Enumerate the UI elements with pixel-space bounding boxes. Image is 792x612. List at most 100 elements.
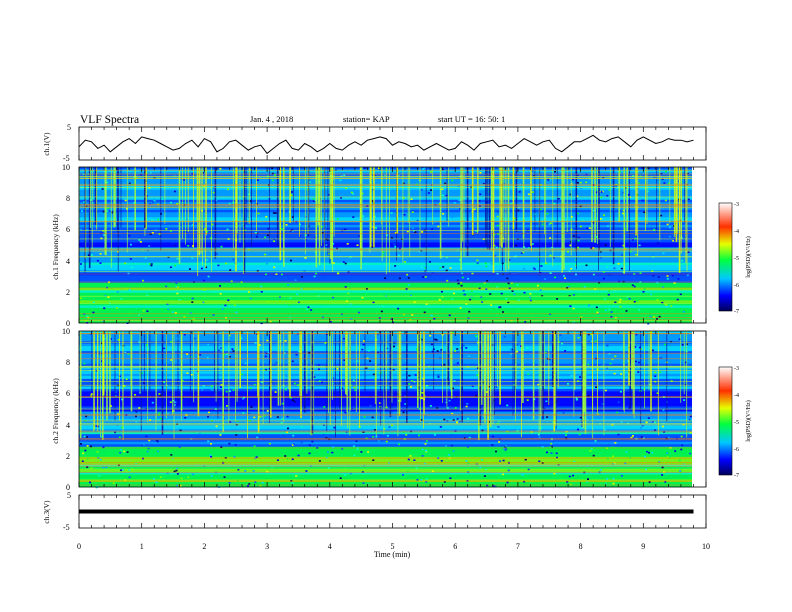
ch1-spectrogram-speckle [474,253,476,256]
ch1-spectrogram-speckle [458,199,461,201]
ch1-spectrogram-speckle [202,172,205,174]
ch1-spectrogram-speckle [130,170,133,172]
ch1-spectrogram-band [79,260,692,263]
ch1-spectrogram-speckle [191,224,193,226]
ch1-spectrogram-band [79,317,692,321]
ch2-spectrogram-speckle [439,426,442,428]
ch2-spectrogram-speckle [587,395,590,397]
ch2-spectrogram-speckle [575,397,578,400]
ch2-spectrogram-speckle [624,462,627,465]
ch2-spectrogram-speckle [663,457,666,460]
ch1-spectrogram-speckle [180,224,183,226]
ch2-spectrogram-speckle [634,382,636,385]
ch1-spectrogram-band [79,280,692,284]
ch1-spectrogram-speckle [641,167,644,169]
ch2-spectrogram-speckle [160,417,163,420]
ch1-spectrogram-speckle [407,284,410,286]
ch2-spectrogram-speckle [684,361,687,364]
ch2-spectrogram-speckle [424,443,427,445]
ch2-spectrogram-speckle [613,372,616,375]
ch1-spectrogram-speckle [373,174,376,177]
ch2-spectrogram-band [79,429,692,432]
ch1-spectrogram-speckle [462,289,465,292]
ch1-spectrogram-speckle [609,249,612,252]
ch2-spectrogram-speckle [475,335,478,338]
ch2-spectrogram-speckle [242,412,245,414]
ch1-spectrogram-speckle [345,300,348,302]
ch1-spectrogram-speckle [343,174,346,176]
ch2-spectrogram-speckle [295,353,298,356]
ch1-spectrogram-speckle [547,179,550,181]
ch2-spectrogram-speckle [229,421,232,423]
ch2-spectrogram-speckle [481,429,484,432]
ch2-spectrogram-band [79,398,692,402]
ch1-waveform-panel: 5 -5 ch.1(V) [42,123,707,163]
ch2-spectrogram-speckle [135,420,138,423]
ch1-spectrogram-speckle [486,280,489,282]
ch2-spectrogram-speckle [360,409,363,411]
ch1-spectrogram-speckle [227,188,230,191]
ch2-spectrogram-speckle [372,373,375,376]
ch2-spectrogram-speckle [301,425,304,428]
ch2-spectrogram-speckle [353,386,356,389]
ch1-spectrogram-speckle [191,257,194,260]
ch2-spectrogram-speckle [363,340,365,342]
ch2-spectrogram-speckle [465,347,468,349]
ch2-spectrogram-speckle [308,444,311,446]
ch1-spectrogram-speckle [332,243,335,245]
ch1-spectrogram-speckle [128,289,131,291]
ch2-spectrogram-speckle [276,416,279,418]
ch1-spectrogram-speckle [321,170,324,172]
ch1-spectrogram-speckle [567,250,569,253]
ch2-spectrogram-band [79,476,692,480]
ch2-spectrogram-speckle [125,414,128,416]
ch1-spectrogram-speckle [430,189,432,191]
ch2-ytick-8: 8 [66,358,70,367]
ch1-spectrogram-speckle [576,182,579,184]
ch1-spectrogram-speckle [191,301,194,303]
time-axis-tick-labels: 0 1 2 3 4 5 6 7 8 9 10 [77,542,710,551]
ch1-spectrogram-speckle [579,181,582,184]
ch2-spectrogram-speckle [454,350,457,352]
ch1-spectrogram-speckle [512,272,515,274]
ch3-waveform-ylabel: ch.3(V) [42,500,51,524]
ch2-spectrogram-speckle [572,474,575,477]
ch1-spectrogram-speckle [620,254,623,256]
ch2-spectrogram-speckle [307,398,310,400]
ch1-spectrogram-speckle [515,244,518,247]
ch1-spectrogram-speckle [219,167,222,170]
ch2-spectrogram-speckle [369,360,372,362]
ch1-spectrogram-speckle [402,182,405,185]
ch1-spectrogram-speckle [510,282,513,285]
ch2-spectrogram-band [79,401,692,405]
ch1-spectrogram-speckle [356,244,359,246]
ch2-spectrogram-speckle [365,367,368,369]
ch1-spectrogram-band [79,182,692,185]
ch2-spectrogram-speckle [169,401,172,403]
ch1-spectrogram-speckle [572,307,575,310]
ch1-spectrogram-speckle [183,179,186,181]
ch1-spectrogram-band [79,310,692,314]
ch2-spectrogram-speckle [219,434,222,436]
ch1-spectrogram-speckle [613,267,616,270]
ch1-spectrogram-speckle [580,187,583,190]
ch2-spectrogram-speckle [228,442,231,445]
ch1-spectrogram-speckle [485,265,488,268]
ch2-spectrogram-speckle [311,440,314,443]
ch2-spectrogram-speckle [81,460,84,463]
ch1-spectrogram-speckle [469,298,472,301]
ch1-spectrogram-speckle [273,174,276,176]
ch1-spectrogram-speckle [602,277,605,280]
ch1-spectrogram-speckle [552,256,555,259]
ch2-spectrogram-speckle [327,467,330,469]
ch2-spectrogram-speckle [481,458,484,461]
ch1-spectrogram-speckle [413,301,416,303]
ch2-spectrogram-speckle [379,402,382,404]
ch1-spectrogram-band [79,232,692,236]
ch2-spectrogram-speckle [244,362,247,365]
ch2-spectrogram-speckle [587,333,590,336]
ch2-spectrogram-speckle [192,473,195,476]
ch2-spectrogram-speckle [377,440,380,442]
ch2-spectrogram-speckle [680,448,683,451]
ch2-spectrogram-speckle [188,402,191,405]
